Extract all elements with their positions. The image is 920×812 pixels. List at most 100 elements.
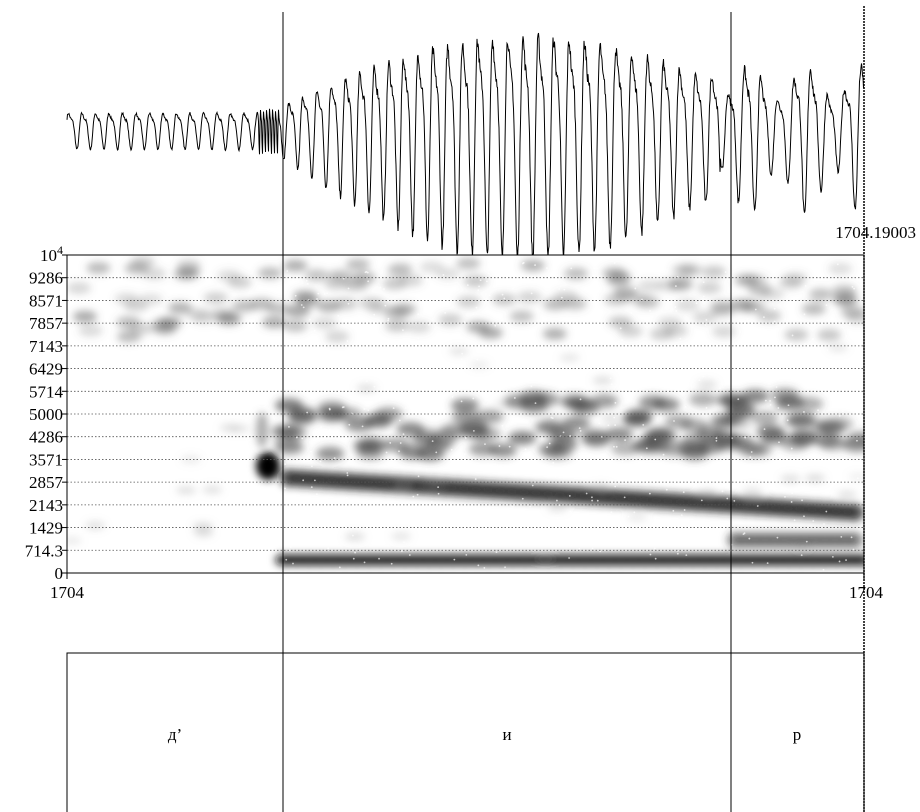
energy (217, 311, 242, 324)
speckle (309, 450, 312, 453)
speckle (776, 487, 778, 490)
speckle (790, 501, 793, 503)
energy (696, 380, 717, 389)
speckle (552, 461, 555, 464)
y-tick-label: 1429 (29, 519, 63, 538)
speckle (443, 521, 446, 523)
speckle (758, 333, 761, 336)
energy (176, 259, 201, 272)
energy (692, 311, 717, 324)
speckle (790, 343, 792, 345)
energy (396, 422, 425, 437)
speckle (353, 343, 356, 346)
speckle (603, 348, 606, 351)
speckle (418, 413, 421, 415)
y-tick-label: 7143 (29, 337, 63, 356)
energy (509, 310, 534, 323)
speckle (450, 448, 453, 451)
speckle (805, 298, 808, 301)
speckle (562, 431, 565, 434)
energy (493, 399, 514, 408)
energy (534, 419, 563, 434)
waveform-path (66, 32, 865, 263)
energy (663, 325, 688, 338)
speckle (375, 260, 378, 263)
speckle (731, 437, 733, 440)
speckle (524, 332, 527, 335)
energy (618, 325, 643, 338)
energy (608, 316, 633, 329)
speckle (313, 479, 316, 482)
energy (256, 452, 280, 480)
energy (760, 430, 789, 445)
speckle (685, 538, 688, 540)
speckle (728, 488, 731, 491)
speckle (437, 492, 440, 495)
speckle (570, 267, 573, 270)
speckle (653, 547, 656, 550)
energy (278, 425, 307, 440)
energy (827, 343, 848, 352)
speckle (579, 430, 582, 432)
speckle (446, 283, 449, 285)
speckle (834, 365, 837, 368)
speckle (556, 517, 559, 519)
speckle (373, 385, 376, 388)
energy (448, 347, 469, 356)
energy (564, 267, 589, 280)
energy (384, 319, 409, 332)
speckle (326, 381, 328, 384)
speckle (456, 276, 459, 279)
speckle (765, 362, 768, 365)
energy (711, 431, 740, 446)
speckle (298, 534, 301, 536)
speckle (560, 296, 563, 299)
speckle (613, 416, 616, 419)
speckle (316, 298, 318, 300)
speckle (803, 411, 805, 413)
speckle (568, 557, 571, 559)
speckle (606, 518, 609, 521)
energy (356, 445, 385, 460)
energy (701, 265, 726, 278)
energy (492, 293, 517, 306)
speckle (531, 484, 534, 487)
speckle (838, 560, 841, 563)
speckle (352, 557, 355, 560)
speckle (847, 374, 849, 377)
speckle (818, 383, 821, 386)
speckle (627, 515, 630, 518)
segment-label: д’ (168, 725, 182, 744)
energy (543, 412, 564, 421)
speckle (494, 463, 496, 466)
speckle (662, 453, 665, 456)
speckle (741, 463, 744, 465)
tier-frame (66, 652, 865, 812)
speckle (428, 323, 430, 326)
energy (652, 436, 673, 445)
speckle (365, 380, 368, 383)
speckle (323, 293, 326, 295)
y-tick-label: 104 (40, 243, 63, 265)
speckle (685, 554, 688, 557)
speckle (691, 479, 693, 482)
energy (185, 308, 210, 321)
speckle (305, 354, 308, 357)
speckle (472, 397, 475, 400)
energy (257, 267, 282, 280)
energy (549, 437, 578, 452)
speckle (295, 436, 298, 439)
speckle (825, 304, 828, 307)
speckle (737, 398, 740, 401)
speckle (387, 319, 390, 322)
y-tick-label: 5000 (29, 405, 63, 424)
speckle (404, 406, 407, 409)
energy (328, 269, 353, 282)
speckle (342, 406, 345, 408)
speckle (790, 266, 792, 269)
speckle (331, 502, 333, 504)
energy (116, 316, 141, 329)
speckle (648, 492, 651, 495)
speckle (524, 463, 527, 466)
speckle (317, 292, 320, 295)
